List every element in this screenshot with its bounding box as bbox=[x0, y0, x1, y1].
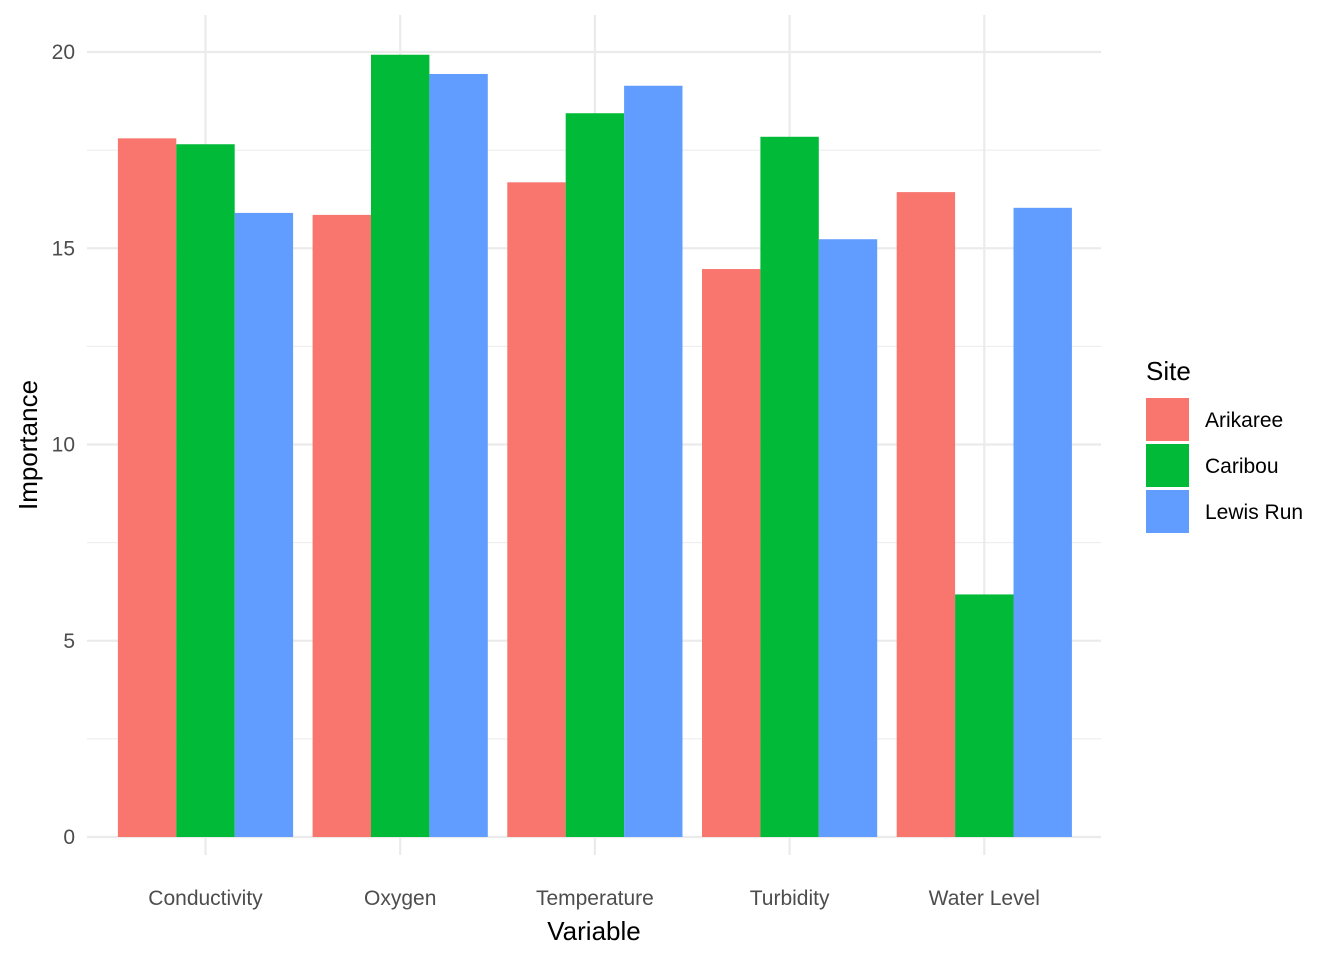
legend-title: Site bbox=[1146, 356, 1191, 386]
bar-lewis-run-oxygen bbox=[429, 73, 488, 838]
y-tick-label: 20 bbox=[52, 41, 75, 64]
y-tick-label: 0 bbox=[63, 826, 75, 849]
legend-label: Caribou bbox=[1205, 455, 1279, 478]
y-tick-label: 5 bbox=[63, 630, 75, 653]
legend-key-caribou bbox=[1146, 444, 1189, 487]
legend-key-arikaree bbox=[1146, 398, 1189, 441]
x-axis-title: Variable bbox=[547, 916, 640, 946]
legend-label: Lewis Run bbox=[1205, 501, 1303, 524]
legend-label: Arikaree bbox=[1205, 409, 1283, 432]
bar-arikaree-turbidity bbox=[702, 269, 761, 837]
bar-caribou-oxygen bbox=[371, 54, 430, 837]
y-axis-ticks: 0 5 10 15 20 bbox=[52, 41, 75, 849]
x-tick-label: Turbidity bbox=[750, 887, 830, 910]
y-tick-label: 10 bbox=[52, 434, 75, 457]
bars bbox=[117, 54, 1072, 838]
y-axis-title: Importance bbox=[13, 380, 43, 510]
bar-caribou-turbidity bbox=[760, 136, 819, 837]
x-tick-label: Conductivity bbox=[148, 887, 263, 910]
x-tick-label: Oxygen bbox=[364, 887, 436, 910]
bar-lewis-run-water-level bbox=[1013, 207, 1072, 837]
bar-arikaree-conductivity bbox=[117, 138, 177, 838]
bar-lewis-run-turbidity bbox=[818, 239, 878, 838]
x-axis-ticks: Conductivity Oxygen Temperature Turbidity Wa… bbox=[148, 887, 1040, 910]
bar-caribou-water-level bbox=[955, 594, 1014, 837]
bar-arikaree-water-level bbox=[896, 192, 956, 837]
legend-key-lewis-run bbox=[1146, 490, 1189, 533]
x-tick-label: Water Level bbox=[929, 887, 1040, 910]
bar-lewis-run-conductivity bbox=[234, 212, 294, 838]
bar-arikaree-temperature bbox=[507, 182, 566, 837]
bar-caribou-temperature bbox=[565, 113, 625, 838]
y-tick-label: 15 bbox=[52, 237, 75, 260]
legend: Site Arikaree Caribou Lewis Run bbox=[1146, 356, 1303, 533]
bar-caribou-conductivity bbox=[176, 144, 235, 838]
x-tick-label: Temperature bbox=[536, 887, 654, 910]
bar-arikaree-oxygen bbox=[312, 214, 371, 837]
bar-lewis-run-temperature bbox=[624, 85, 683, 837]
